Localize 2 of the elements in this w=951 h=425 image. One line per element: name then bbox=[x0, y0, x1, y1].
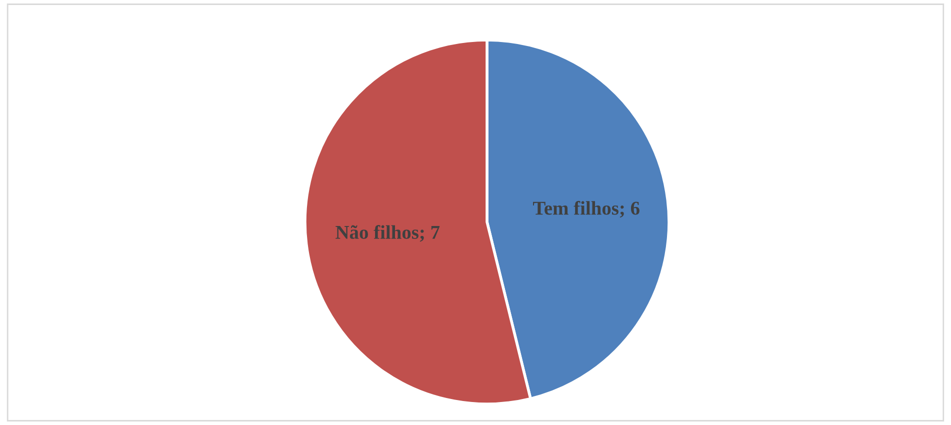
data-label: Tem filhos; 6 bbox=[533, 200, 640, 218]
data-label: Não filhos; 7 bbox=[336, 225, 440, 242]
